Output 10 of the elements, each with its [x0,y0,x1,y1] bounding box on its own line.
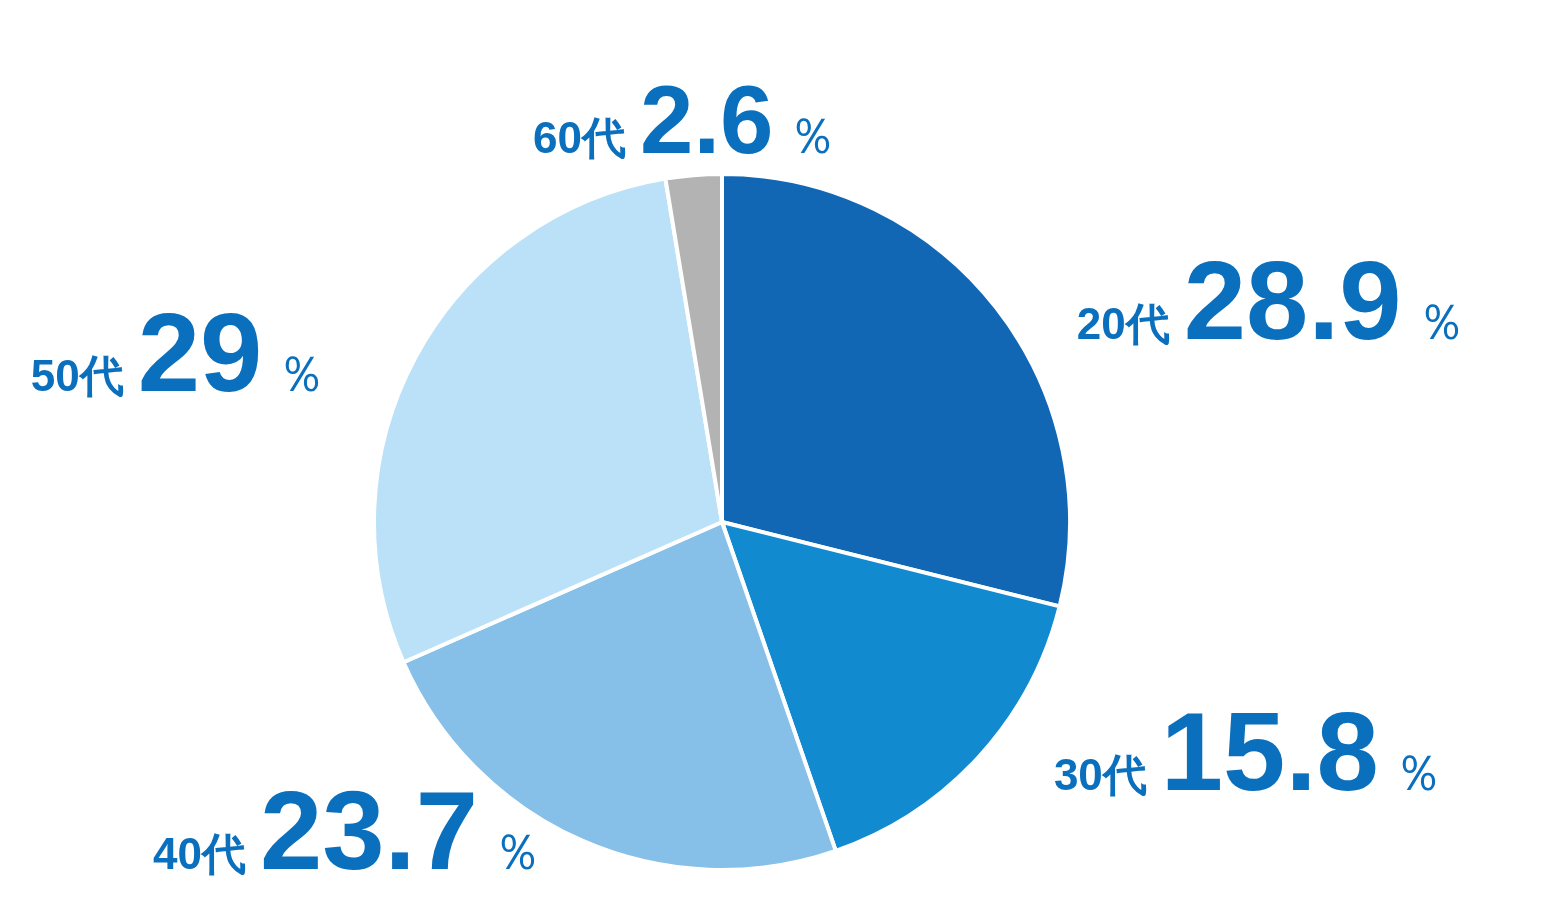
slice-label: 20代 [1076,299,1170,349]
slice-label: 60代 [533,113,627,163]
data-label: 29％ [137,289,327,415]
slice-label: 30代 [1053,749,1147,799]
slice-label: 40代 [153,829,247,879]
data-label: 23.7％ [260,768,542,894]
data-label: 28.9％ [1183,238,1466,364]
data-label: 2.6％ [640,66,838,174]
slice-label: 50代 [30,350,124,400]
data-label: 15.8％ [1160,688,1443,814]
